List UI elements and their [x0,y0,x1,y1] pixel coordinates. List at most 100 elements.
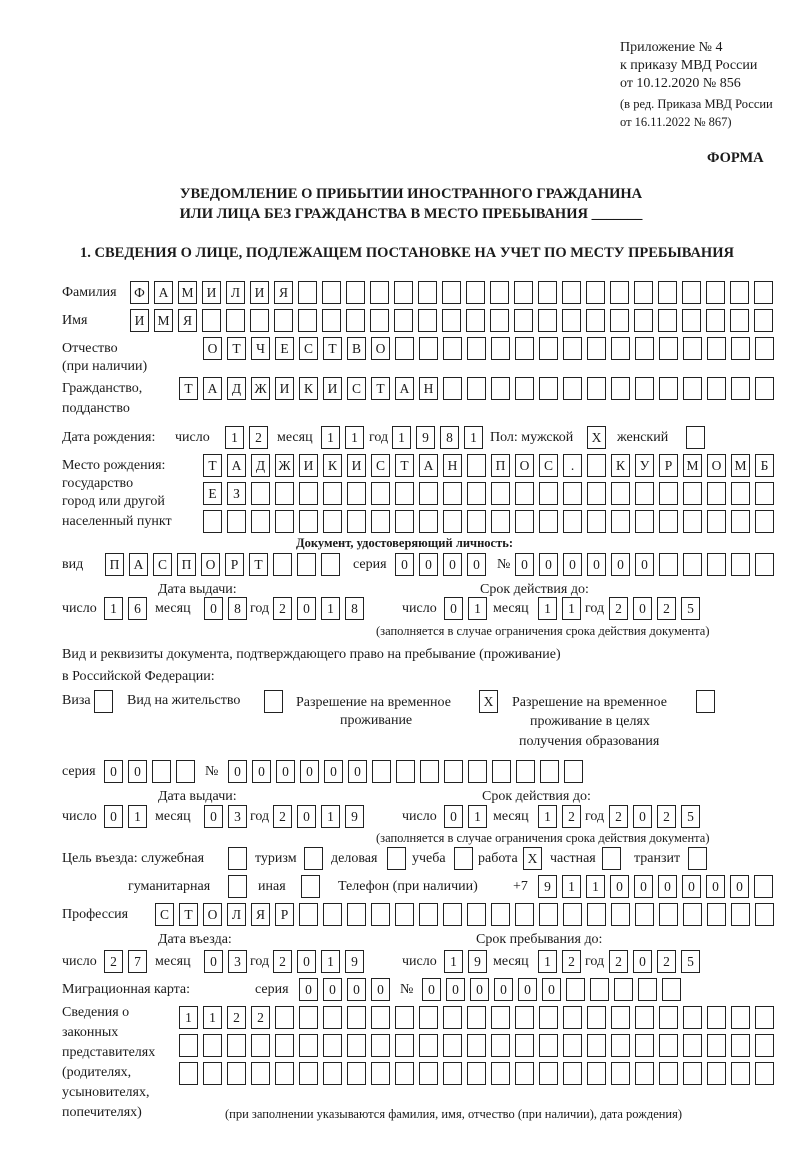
surname-cell[interactable]: И [202,281,221,304]
permit-number-cell[interactable]: 0 [348,760,367,783]
reps-cell[interactable] [731,1062,750,1085]
permit-series-cell[interactable]: 0 [104,760,123,783]
profession-cell[interactable]: С [155,903,174,926]
patronymic-cell[interactable] [395,337,414,360]
doc-type-cell[interactable] [321,553,340,576]
name-cell[interactable]: И [130,309,149,332]
profession-cell[interactable]: Л [227,903,246,926]
birthplace-cell[interactable]: О [707,454,726,477]
stay-year-cell[interactable]: 0 [633,950,652,973]
citizenship-cell[interactable]: А [203,377,222,400]
profession-cell[interactable] [299,903,318,926]
name-cell[interactable] [226,309,245,332]
reps-cell[interactable] [395,1062,414,1085]
visa-checkbox[interactable] [94,690,113,713]
permit-valid-month-cell[interactable]: 2 [562,805,581,828]
birthplace-cell[interactable] [491,482,510,505]
citizenship-cell[interactable] [563,377,582,400]
reps-cell[interactable] [251,1034,270,1057]
reps-cell[interactable] [587,1062,606,1085]
profession-cell[interactable] [563,903,582,926]
doc-valid-day-cell[interactable]: 0 [444,597,463,620]
phone-cell[interactable]: 0 [730,875,749,898]
patronymic-cell[interactable]: С [299,337,318,360]
migration-number-cell[interactable] [566,978,585,1001]
profession-cell[interactable] [635,903,654,926]
birthplace-cell[interactable]: К [323,454,342,477]
entry-year-cell[interactable]: 0 [297,950,316,973]
reps-cell[interactable] [707,1006,726,1029]
birthplace-cell[interactable] [299,482,318,505]
permit-issue-year-cell[interactable]: 1 [321,805,340,828]
surname-cell[interactable] [322,281,341,304]
permit-series-cell[interactable]: 0 [128,760,147,783]
entry-day-cell[interactable]: 2 [104,950,123,973]
birthplace-cell[interactable] [299,510,318,533]
migration-number-cell[interactable]: 0 [518,978,537,1001]
reps-cell[interactable] [371,1062,390,1085]
doc-valid-day-cell[interactable]: 1 [468,597,487,620]
patronymic-cell[interactable] [635,337,654,360]
birthplace-cell[interactable] [587,482,606,505]
name-cell[interactable]: М [154,309,173,332]
reps-cell[interactable] [491,1034,510,1057]
birthplace-cell[interactable] [347,482,366,505]
profession-cell[interactable] [755,903,774,926]
phone-cell[interactable]: 0 [682,875,701,898]
patronymic-cell[interactable] [755,337,774,360]
reps-cell[interactable] [371,1006,390,1029]
reps-cell[interactable] [203,1034,222,1057]
profession-cell[interactable]: Я [251,903,270,926]
patronymic-cell[interactable] [563,337,582,360]
permit-valid-day-cell[interactable]: 0 [444,805,463,828]
birthplace-cell[interactable] [587,510,606,533]
doc-number-cell[interactable]: 0 [635,553,654,576]
reps-cell[interactable] [683,1006,702,1029]
phone-cell[interactable]: 1 [586,875,605,898]
birthplace-cell[interactable] [731,510,750,533]
birthplace-cell[interactable] [419,482,438,505]
reps-cell[interactable] [347,1006,366,1029]
birthplace-cell[interactable]: Б [755,454,774,477]
patronymic-cell[interactable] [611,337,630,360]
citizenship-cell[interactable] [659,377,678,400]
surname-cell[interactable] [418,281,437,304]
doc-series-cell[interactable]: 0 [443,553,462,576]
stay-month-cell[interactable]: 2 [562,950,581,973]
migration-number-cell[interactable] [590,978,609,1001]
doc-issue-year-cell[interactable]: 1 [321,597,340,620]
reps-cell[interactable] [443,1006,462,1029]
citizenship-cell[interactable]: Т [371,377,390,400]
permit-issue-year-cell[interactable]: 9 [345,805,364,828]
profession-cell[interactable] [371,903,390,926]
birthplace-cell[interactable] [371,510,390,533]
doc-type-cell[interactable]: П [105,553,124,576]
entry-year-cell[interactable]: 1 [321,950,340,973]
surname-cell[interactable] [706,281,725,304]
stay-year-cell[interactable]: 5 [681,950,700,973]
citizenship-cell[interactable]: Д [227,377,246,400]
birth-year-cell[interactable]: 1 [392,426,411,449]
doc-valid-year-cell[interactable]: 5 [681,597,700,620]
doc-type-cell[interactable]: С [153,553,172,576]
permit-number-cell[interactable] [396,760,415,783]
entry-year-cell[interactable]: 9 [345,950,364,973]
citizenship-cell[interactable] [635,377,654,400]
reps-cell[interactable] [395,1034,414,1057]
reps-cell[interactable] [563,1062,582,1085]
reps-cell[interactable] [683,1034,702,1057]
name-cell[interactable] [346,309,365,332]
doc-type-cell[interactable]: А [129,553,148,576]
stay-year-cell[interactable]: 2 [609,950,628,973]
profession-cell[interactable] [395,903,414,926]
profession-cell[interactable] [347,903,366,926]
patronymic-cell[interactable] [539,337,558,360]
birth-year-cell[interactable]: 9 [416,426,435,449]
doc-valid-year-cell[interactable]: 0 [633,597,652,620]
birthplace-cell[interactable]: А [227,454,246,477]
profession-cell[interactable] [707,903,726,926]
profession-cell[interactable] [491,903,510,926]
reps-cell[interactable] [515,1006,534,1029]
name-cell[interactable] [250,309,269,332]
citizenship-cell[interactable] [515,377,534,400]
